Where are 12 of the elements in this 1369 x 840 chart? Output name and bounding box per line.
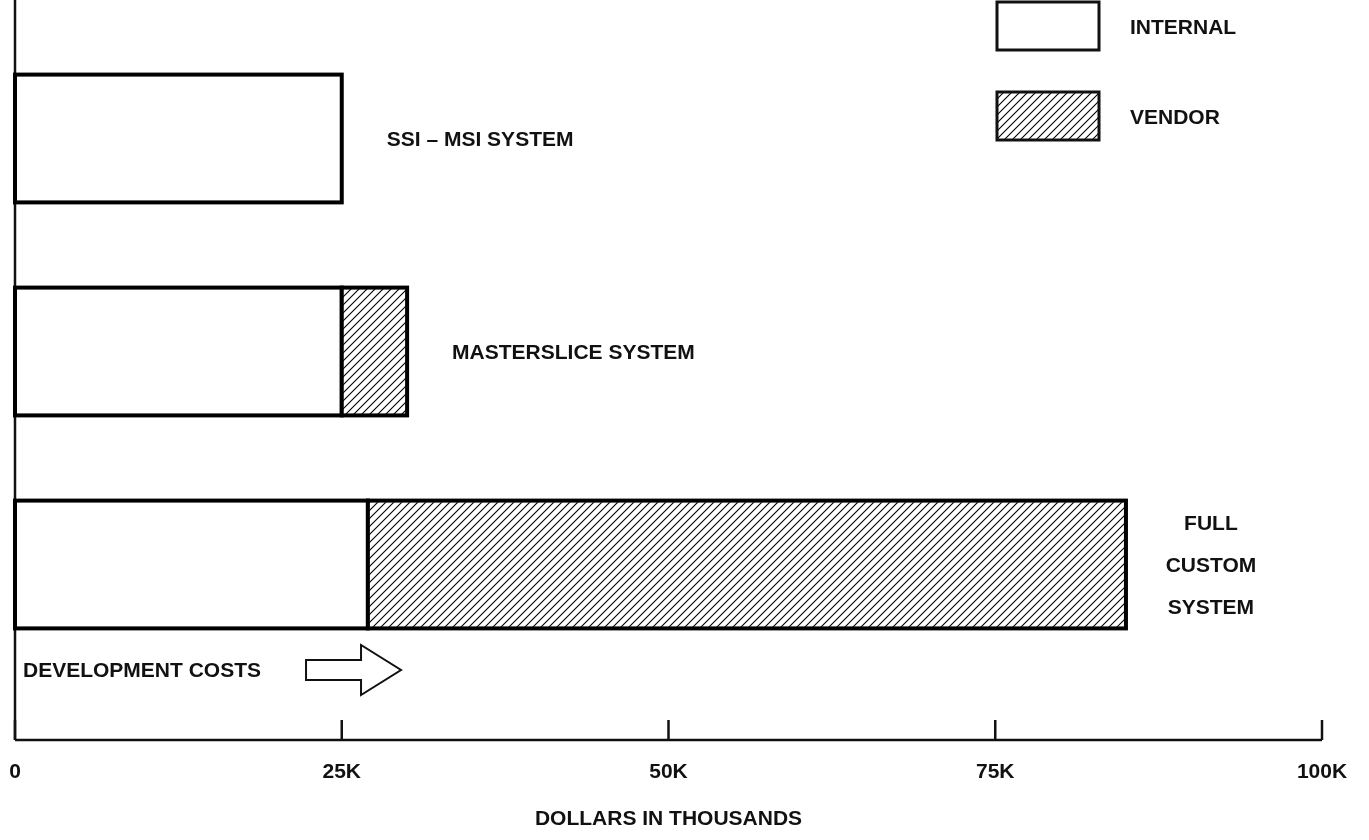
- x-tick-label: 25K: [322, 759, 362, 782]
- x-tick-label: 75K: [975, 759, 1015, 782]
- x-tick-label: 0: [9, 759, 21, 782]
- legend-label: VENDOR: [1130, 105, 1220, 128]
- x-tick-label: 100K: [1296, 759, 1348, 782]
- x-tick-label: 50K: [649, 759, 688, 782]
- x-axis-title: DOLLARS IN THOUSANDS: [534, 806, 803, 829]
- y-tick-label: MASTERSLICE SYSTEM: [452, 339, 695, 363]
- y-tick-label: SSI – MSI SYSTEM: [386, 126, 574, 150]
- text: INTERNAL: [1130, 15, 1237, 38]
- y-tick-label: FULL CUSTOM SYSTEM: [1165, 510, 1257, 618]
- annotation: DEVELOPMENT COSTS: [23, 658, 262, 681]
